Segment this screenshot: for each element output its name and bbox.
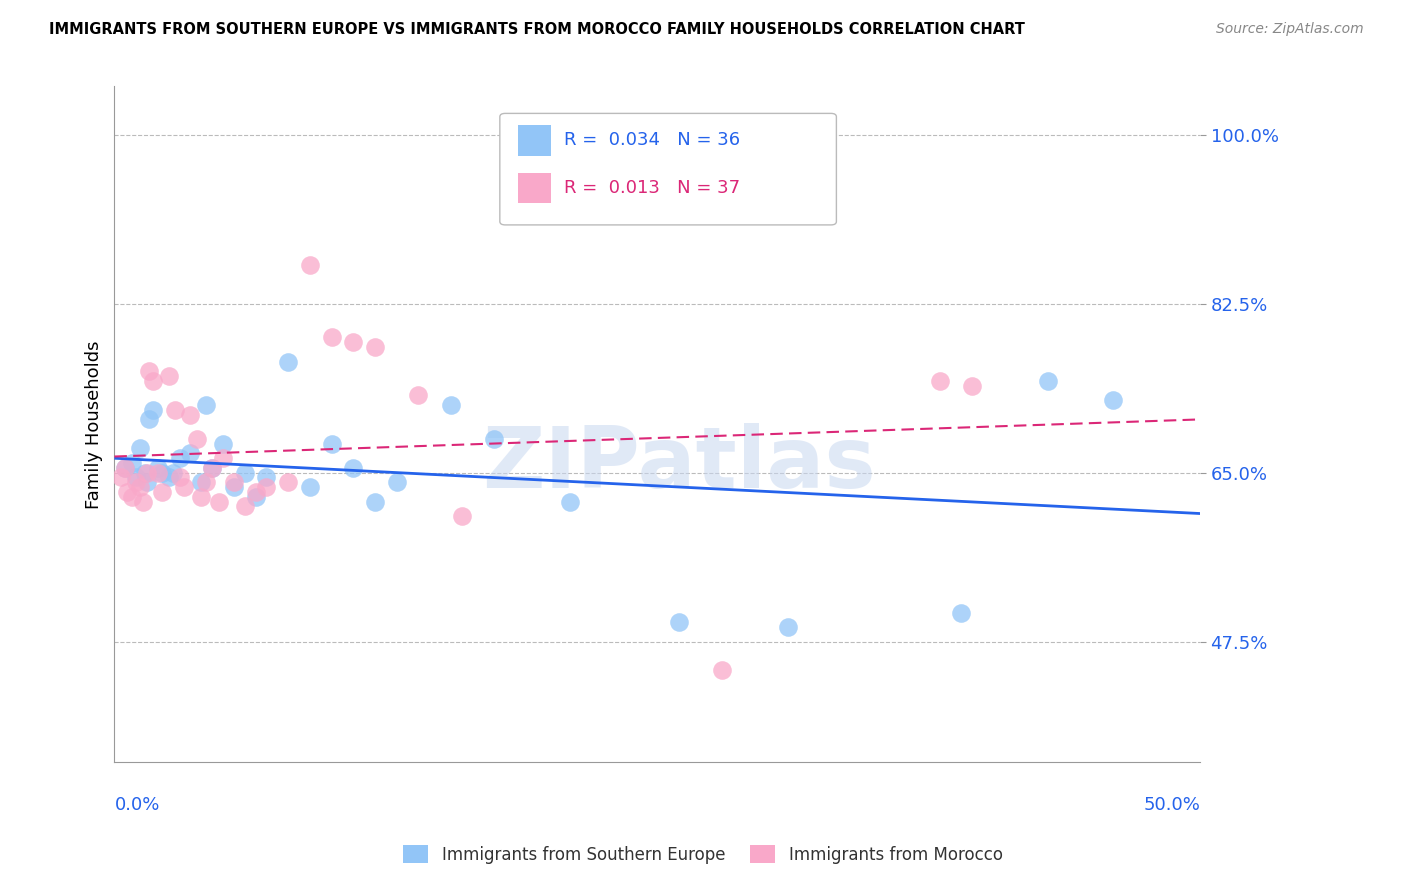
Point — [146, 460, 169, 475]
Bar — [519, 172, 551, 203]
Point — [114, 460, 136, 475]
Point — [776, 620, 799, 634]
Text: IMMIGRANTS FROM SOUTHERN EUROPE VS IMMIGRANTS FROM MOROCCO FAMILY HOUSEHOLDS COR: IMMIGRANTS FROM SOUTHERN EUROPE VS IMMIG… — [49, 22, 1025, 37]
Point — [142, 374, 165, 388]
Point — [233, 466, 256, 480]
Point — [1036, 374, 1059, 388]
Point — [385, 475, 408, 490]
Point — [157, 369, 180, 384]
Point — [364, 494, 387, 508]
Point — [560, 494, 582, 508]
Point — [484, 432, 506, 446]
Point — [194, 398, 217, 412]
Point — [165, 402, 187, 417]
Point — [321, 330, 343, 344]
Point — [212, 451, 235, 466]
Point — [950, 606, 973, 620]
Point — [125, 470, 148, 484]
Bar — [519, 125, 551, 155]
Text: 50.0%: 50.0% — [1143, 796, 1201, 814]
Point — [201, 460, 224, 475]
Point — [146, 466, 169, 480]
Point — [136, 466, 159, 480]
Point — [121, 490, 143, 504]
Point — [1102, 393, 1125, 408]
Point — [138, 364, 160, 378]
Text: R =  0.034   N = 36: R = 0.034 N = 36 — [564, 131, 740, 150]
Point — [117, 484, 139, 499]
Point — [186, 432, 208, 446]
Text: R =  0.013   N = 37: R = 0.013 N = 37 — [564, 178, 740, 197]
Point — [222, 475, 245, 490]
Point — [342, 335, 364, 350]
Point — [960, 378, 983, 392]
Point — [212, 436, 235, 450]
Point — [150, 484, 173, 499]
Point — [136, 475, 159, 490]
Legend: Immigrants from Southern Europe, Immigrants from Morocco: Immigrants from Southern Europe, Immigra… — [396, 838, 1010, 871]
Point — [298, 480, 321, 494]
Point — [173, 480, 195, 494]
Point — [157, 470, 180, 484]
Point — [162, 466, 184, 480]
Point — [245, 484, 267, 499]
Point — [342, 460, 364, 475]
Point — [364, 340, 387, 354]
Text: ZIPatlas: ZIPatlas — [482, 424, 876, 507]
Point — [321, 436, 343, 450]
Point — [169, 470, 191, 484]
Point — [138, 412, 160, 426]
Point — [129, 442, 152, 456]
Text: 0.0%: 0.0% — [114, 796, 160, 814]
Y-axis label: Family Households: Family Households — [86, 340, 103, 508]
Point — [129, 480, 152, 494]
Point — [134, 466, 156, 480]
Point — [711, 664, 734, 678]
Point — [110, 470, 132, 484]
Point — [201, 460, 224, 475]
Point — [179, 446, 201, 460]
Point — [450, 508, 472, 523]
Point — [245, 490, 267, 504]
Point — [190, 490, 212, 504]
Point — [150, 466, 173, 480]
Point — [121, 456, 143, 470]
Point — [190, 475, 212, 490]
Point — [928, 374, 950, 388]
Point — [440, 398, 463, 412]
Point — [277, 475, 299, 490]
Point — [208, 494, 231, 508]
Point — [125, 475, 148, 490]
Point — [277, 354, 299, 368]
Point — [233, 500, 256, 514]
Point — [408, 388, 430, 402]
FancyBboxPatch shape — [499, 113, 837, 225]
Point — [179, 408, 201, 422]
Text: Source: ZipAtlas.com: Source: ZipAtlas.com — [1216, 22, 1364, 37]
Point — [298, 258, 321, 272]
Point — [668, 615, 690, 630]
Point — [114, 460, 136, 475]
Point — [254, 470, 277, 484]
Point — [169, 451, 191, 466]
Point — [142, 402, 165, 417]
Point — [254, 480, 277, 494]
Point — [194, 475, 217, 490]
Point — [131, 494, 153, 508]
Point — [222, 480, 245, 494]
